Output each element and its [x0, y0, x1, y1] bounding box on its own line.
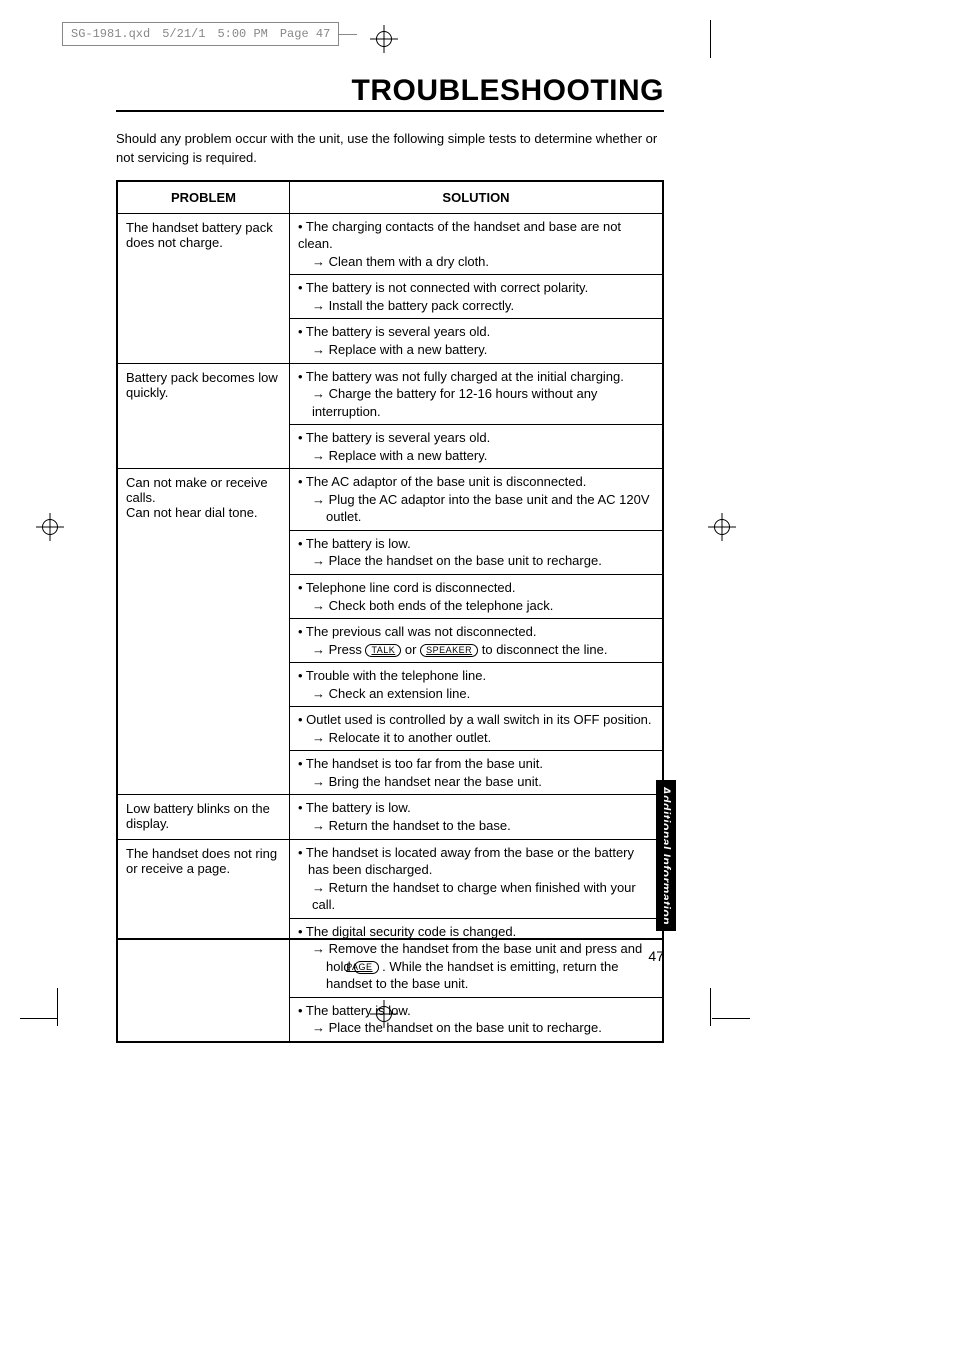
solution-item: • The digital security code is changed.→… [290, 919, 662, 998]
table-row: The handset does not ring or receive a p… [117, 839, 663, 1042]
col-header-problem: PROBLEM [117, 181, 290, 214]
solution-item: • The charging contacts of the handset a… [290, 214, 662, 276]
solution-item: • Outlet used is controlled by a wall sw… [290, 707, 662, 751]
page-title: TROUBLESHOOTING [352, 74, 665, 107]
crop-mark [20, 1018, 58, 1019]
solution-item: • The battery was not fully charged at t… [290, 364, 662, 426]
solution-cell: • The charging contacts of the handset a… [290, 213, 664, 363]
meta-file: SG-1981.qxd [71, 27, 150, 41]
registration-mark-icon [42, 519, 58, 535]
solution-item: • The battery is several years old.→ Rep… [290, 425, 662, 468]
solution-item: • The battery is low.→ Place the handset… [290, 998, 662, 1041]
registration-mark-icon [714, 519, 730, 535]
crop-mark [712, 1018, 750, 1019]
problem-cell: The handset does not ring or receive a p… [117, 839, 290, 1042]
footer-rule [116, 938, 664, 940]
crop-mark [710, 988, 711, 1026]
page-number: 47 [648, 948, 664, 964]
crop-mark [710, 20, 711, 58]
crop-mark [57, 988, 58, 1026]
print-meta-header: SG-1981.qxd 5/21/1 5:00 PM Page 47 [62, 22, 357, 46]
solution-cell: • The AC adaptor of the base unit is dis… [290, 469, 664, 795]
table-row: Can not make or receive calls.Can not he… [117, 469, 663, 795]
table-row: Low battery blinks on the display.• The … [117, 795, 663, 839]
col-header-solution: SOLUTION [290, 181, 664, 214]
solution-item: • The battery is several years old.→ Rep… [290, 319, 662, 362]
solution-item: • The handset is located away from the b… [290, 840, 662, 919]
meta-time: 5:00 PM [217, 27, 267, 41]
solution-item: • The battery is low.→ Return the handse… [290, 795, 662, 838]
solution-item: • Trouble with the telephone line.→ Chec… [290, 663, 662, 707]
solution-item: • The battery is not connected with corr… [290, 275, 662, 319]
solution-cell: • The handset is located away from the b… [290, 839, 664, 1042]
meta-page: Page 47 [280, 27, 330, 41]
solution-cell: • The battery is low.→ Return the handse… [290, 795, 664, 839]
solution-item: • The previous call was not disconnected… [290, 619, 662, 663]
solution-item: • The handset is too far from the base u… [290, 751, 662, 794]
problem-cell: Can not make or receive calls.Can not he… [117, 469, 290, 795]
problem-cell: Battery pack becomes low quickly. [117, 363, 290, 469]
solution-item: • The battery is low.→ Place the handset… [290, 531, 662, 575]
solution-item: • The AC adaptor of the base unit is dis… [290, 469, 662, 531]
meta-date: 5/21/1 [162, 27, 205, 41]
page-content: TROUBLESHOOTING Should any problem occur… [116, 74, 664, 1043]
registration-mark-icon [376, 31, 392, 47]
problem-cell: The handset battery pack does not charge… [117, 213, 290, 363]
intro-text: Should any problem occur with the unit, … [116, 130, 664, 168]
troubleshooting-table: PROBLEM SOLUTION The handset battery pac… [116, 180, 664, 1043]
problem-cell: Low battery blinks on the display. [117, 795, 290, 839]
solution-cell: • The battery was not fully charged at t… [290, 363, 664, 469]
table-row: Battery pack becomes low quickly.• The b… [117, 363, 663, 469]
solution-item: • Telephone line cord is disconnected.→ … [290, 575, 662, 619]
table-row: The handset battery pack does not charge… [117, 213, 663, 363]
